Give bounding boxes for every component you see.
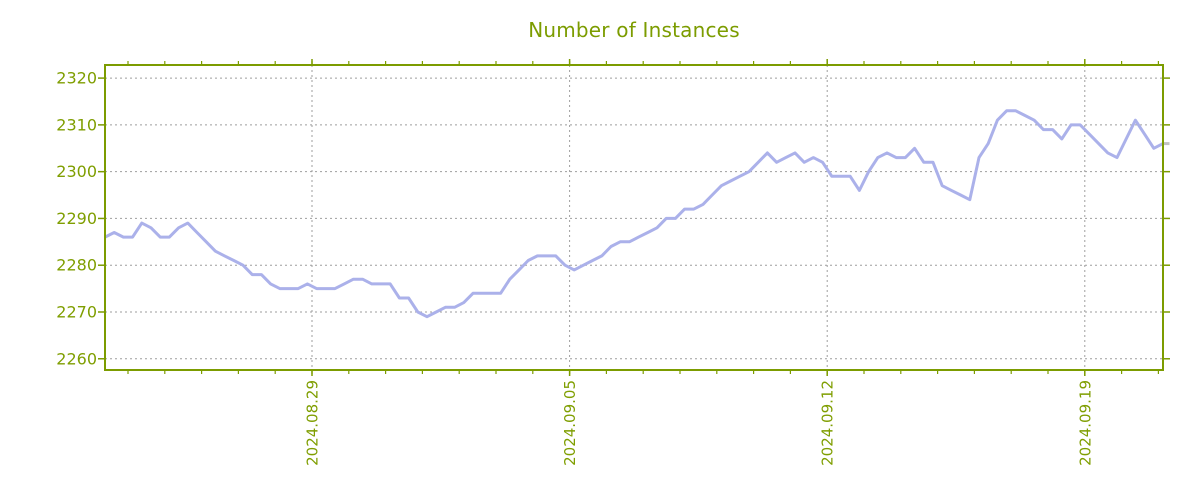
- y-tick-label: 2310: [56, 115, 97, 134]
- x-tick-label: 2024.09.19: [1076, 380, 1094, 466]
- x-tick-label: 2024.09.12: [819, 380, 837, 466]
- y-tick-label: 2270: [56, 302, 97, 321]
- series-line: [104, 109, 1164, 319]
- x-tick-label: 2024.08.29: [304, 380, 322, 466]
- y-tick-label: 2300: [56, 162, 97, 181]
- plot-frame: [104, 64, 1164, 371]
- y-tick-label: 2320: [56, 69, 97, 88]
- y-tick-label: 2260: [56, 349, 97, 368]
- y-tick-label: 2280: [56, 256, 97, 275]
- chart-title: Number of Instances: [528, 18, 740, 42]
- x-tick-label: 2024.09.05: [561, 380, 579, 466]
- y-tick-label: 2290: [56, 209, 97, 228]
